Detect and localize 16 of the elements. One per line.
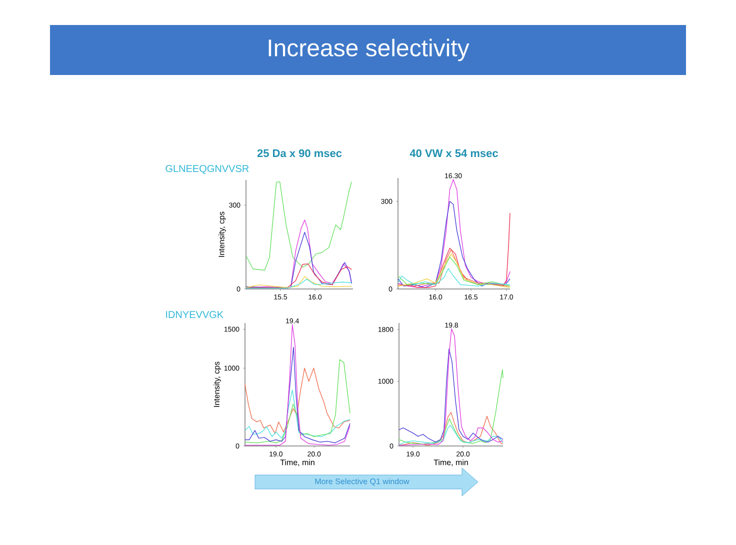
line-series xyxy=(398,348,504,442)
chart-subtitle: IDNYEVVGK xyxy=(166,311,224,318)
line-series xyxy=(244,390,350,439)
line-series xyxy=(246,181,352,271)
y-axis-title: Intensity, cps xyxy=(214,362,222,407)
line-series xyxy=(398,179,510,288)
chart-title: 25 Da x 90 msec xyxy=(257,149,342,158)
line-series xyxy=(398,268,510,286)
chart-subtitle: GLNEEQGNVVSR xyxy=(166,165,249,174)
x-axis-title: Time, min xyxy=(434,459,468,466)
x-axis-title: Time, min xyxy=(280,459,314,466)
text: Increase selectivity xyxy=(268,38,470,62)
text: More Selective Q1 window xyxy=(315,478,410,486)
y-axis-title: Intensity, cps xyxy=(218,212,226,257)
chart-title: 40 VW x 54 msec xyxy=(410,149,498,158)
line-series xyxy=(244,368,350,434)
